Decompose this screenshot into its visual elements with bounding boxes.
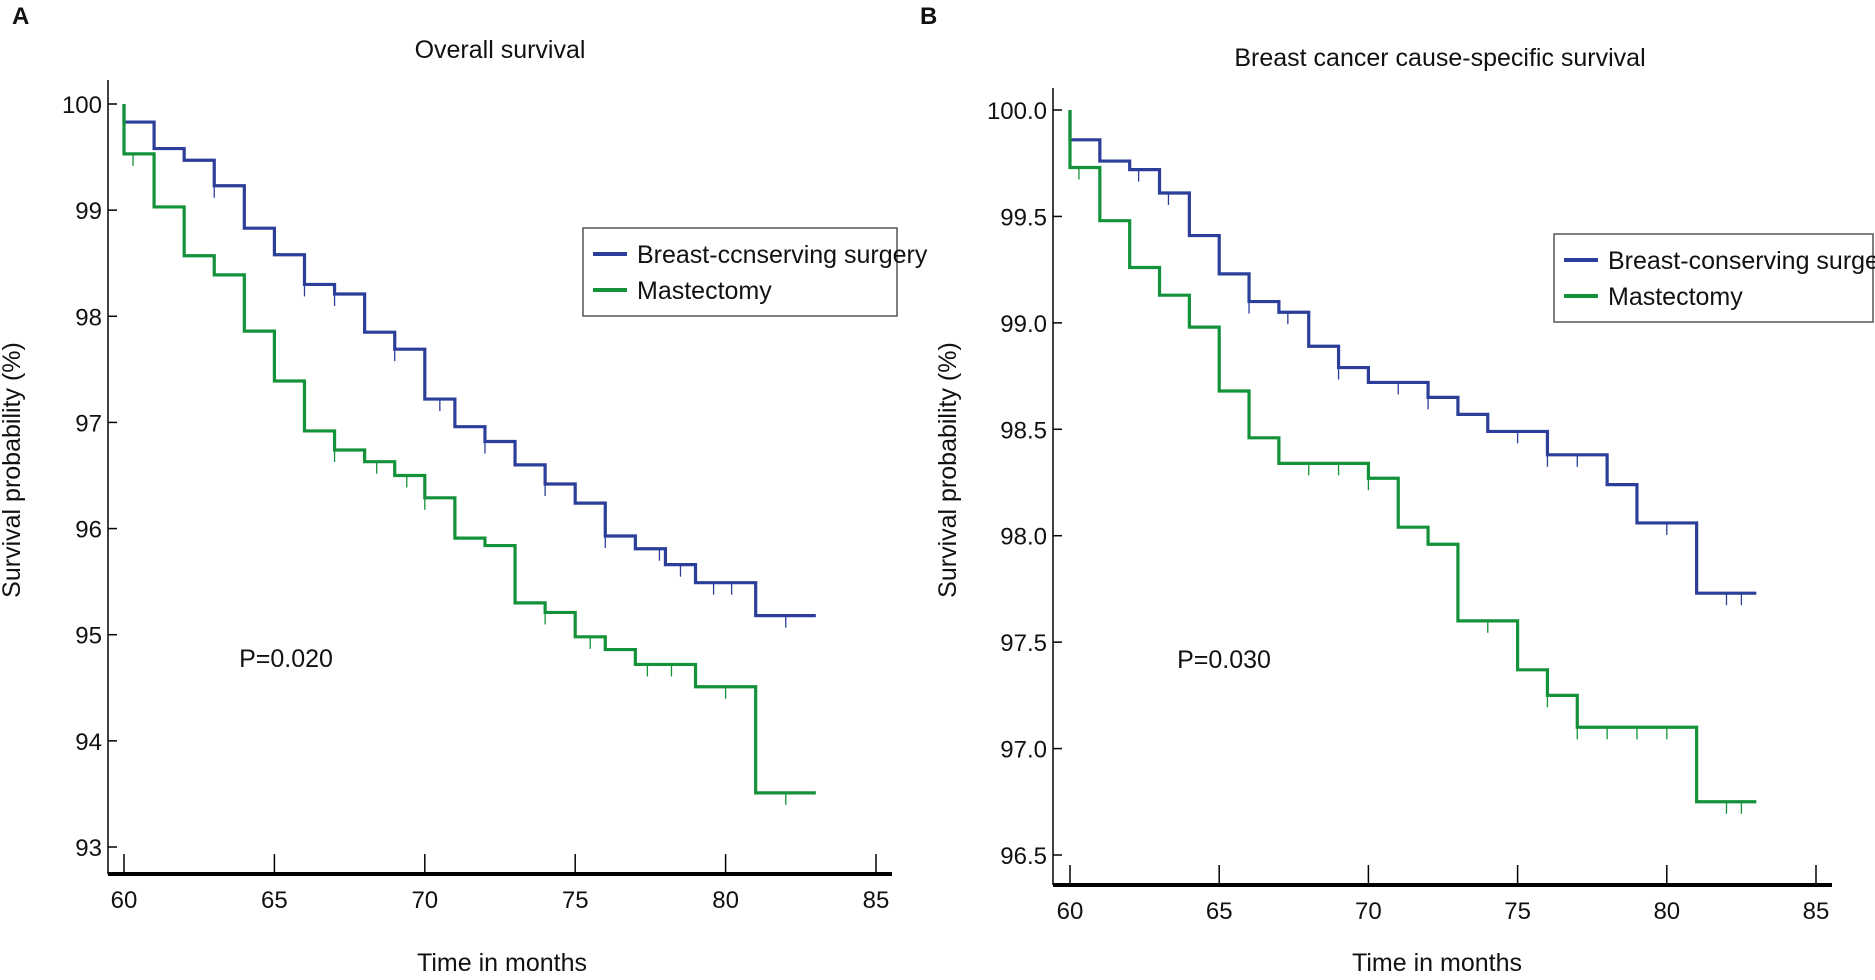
legend-entry: Breast-ccnserving surgery — [637, 241, 928, 269]
legend: Breast-ccnserving surgery Mastectomy — [582, 227, 928, 317]
series-line-mastectomy — [122, 104, 816, 795]
x-tick-label: 75 — [562, 887, 589, 914]
x-tick-label: 60 — [1057, 898, 1084, 925]
y-tick-label: 98.0 — [1000, 524, 1047, 551]
legend-box — [1553, 233, 1874, 323]
x-tick-label: 85 — [863, 887, 890, 914]
legend: Breast-conserving surgery Mastectomy — [1553, 233, 1875, 323]
y-axis-label: Survival probability (%) — [934, 342, 962, 598]
chart-panel-a: A Overall survival 93 94 95 96 97 98 99 100 60 65 70… — [0, 3, 928, 977]
series-line-breast-conserving — [1068, 110, 1757, 595]
y-tick-label: 97 — [75, 410, 102, 437]
legend-entry: Breast-conserving surgery — [1608, 247, 1875, 275]
x-tick-label: 65 — [261, 887, 288, 914]
legend-entry: Mastectomy — [637, 277, 772, 305]
y-tick-label: 94 — [75, 729, 102, 756]
y-tick-label: 93 — [75, 835, 102, 862]
y-tick-label: 96.5 — [1000, 843, 1047, 870]
legend-entry: Mastectomy — [1608, 283, 1743, 311]
y-tick-label: 99 — [75, 198, 102, 225]
y-tick-label: 97.5 — [1000, 630, 1047, 657]
x-tick-label: 75 — [1504, 898, 1531, 925]
y-tick-label: 98.5 — [1000, 417, 1047, 444]
x-tick-label: 70 — [1355, 898, 1382, 925]
chart-title: Breast cancer cause-specific survival — [1234, 44, 1645, 72]
y-tick-label: 100 — [62, 92, 102, 119]
y-tick-label: 98 — [75, 304, 102, 331]
p-value: P=0.030 — [1177, 646, 1271, 674]
x-tick-label: 60 — [111, 887, 138, 914]
panel-letter: B — [920, 3, 937, 30]
panel-letter: A — [12, 3, 29, 30]
x-tick-label: 80 — [1653, 898, 1680, 925]
y-tick-label: 100.0 — [987, 98, 1047, 125]
x-tick-label: 80 — [712, 887, 739, 914]
chart-panel-b: B Breast cancer cause-specific survival 96… — [920, 3, 1875, 977]
y-tick-label: 96 — [75, 517, 102, 544]
y-tick-label: 95 — [75, 623, 102, 650]
y-tick-label: 99.5 — [1000, 204, 1047, 231]
x-tick-label: 70 — [411, 887, 438, 914]
y-tick-label: 99.0 — [1000, 311, 1047, 338]
y-axis-label: Survival probability (%) — [0, 342, 26, 598]
x-tick-label: 85 — [1803, 898, 1830, 925]
x-axis-label: Time in months — [1352, 949, 1522, 977]
x-axis-label: Time in months — [417, 949, 587, 977]
y-tick-label: 97.0 — [1000, 737, 1047, 764]
p-value: P=0.020 — [239, 645, 333, 673]
chart-title: Overall survival — [415, 36, 586, 64]
legend-box — [582, 227, 898, 317]
series-line-mastectomy — [1068, 110, 1757, 804]
x-tick-label: 65 — [1206, 898, 1233, 925]
